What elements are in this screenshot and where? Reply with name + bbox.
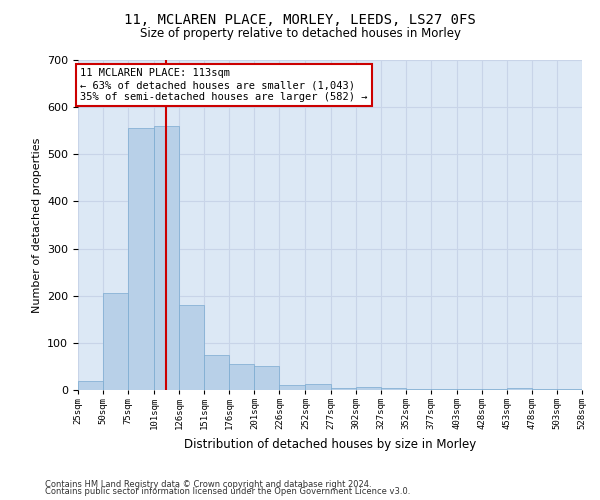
Bar (154, 126, 179, 390)
Bar (406, 389, 431, 390)
Text: 11 MCLAREN PLACE: 113sqm
← 63% of detached houses are smaller (1,043)
35% of sem: 11 MCLAREN PLACE: 113sqm ← 63% of detach… (80, 68, 368, 102)
Y-axis label: Number of detached properties: Number of detached properties (32, 138, 41, 312)
Bar (204, 354, 229, 390)
Bar (254, 366, 280, 390)
X-axis label: Distribution of detached houses by size in Morley: Distribution of detached houses by size … (184, 438, 476, 450)
Text: Contains public sector information licensed under the Open Government Licence v3: Contains public sector information licen… (45, 487, 410, 496)
Bar (356, 387, 380, 390)
Bar (103, 294, 128, 390)
Text: Contains HM Land Registry data © Crown copyright and database right 2024.: Contains HM Land Registry data © Crown c… (45, 480, 371, 489)
Bar (305, 384, 331, 390)
Bar (482, 389, 507, 390)
Text: Size of property relative to detached houses in Morley: Size of property relative to detached ho… (139, 28, 461, 40)
Bar (78, 380, 103, 390)
Bar (507, 388, 532, 390)
Bar (331, 388, 356, 390)
Bar (431, 389, 457, 390)
Bar (280, 386, 305, 390)
Bar (557, 389, 582, 390)
Bar (179, 305, 204, 390)
Text: 11, MCLAREN PLACE, MORLEY, LEEDS, LS27 0FS: 11, MCLAREN PLACE, MORLEY, LEEDS, LS27 0… (124, 12, 476, 26)
Bar (128, 128, 154, 390)
Bar (229, 364, 254, 390)
Bar (532, 389, 557, 390)
Bar (457, 389, 482, 390)
Bar (380, 388, 406, 390)
